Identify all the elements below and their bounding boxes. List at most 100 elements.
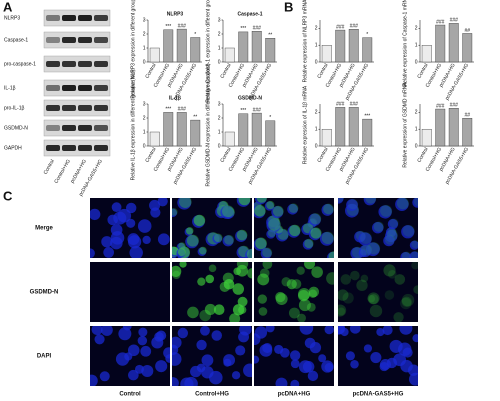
nucleus bbox=[298, 360, 312, 374]
gsdmd-signal bbox=[246, 248, 252, 258]
nucleus bbox=[125, 202, 137, 214]
y-tick-label: 2 bbox=[218, 115, 221, 121]
nucleus bbox=[324, 326, 334, 335]
gsdmd-signal bbox=[384, 290, 395, 300]
gsdmd-signal bbox=[281, 277, 291, 287]
gsdmd-signal bbox=[402, 224, 415, 237]
gsdmd-signal bbox=[185, 227, 194, 235]
nucleus bbox=[94, 334, 105, 345]
nucleus bbox=[177, 327, 189, 339]
gsdmd-signal bbox=[368, 294, 379, 305]
nucleus bbox=[350, 359, 359, 369]
micrograph-bg bbox=[90, 262, 170, 322]
nucleus bbox=[137, 335, 148, 346]
blot-row-label: GAPDH bbox=[4, 145, 22, 151]
gsdmd-signal bbox=[288, 307, 300, 319]
blot-lane-label: Control bbox=[43, 159, 56, 176]
gsdmd-signal bbox=[308, 286, 320, 298]
micrograph bbox=[90, 198, 170, 258]
x-tick-label: Control bbox=[316, 147, 329, 164]
significance: ### bbox=[350, 24, 359, 30]
nucleus bbox=[172, 208, 178, 218]
blot-band bbox=[62, 15, 76, 21]
blot-strip bbox=[43, 9, 111, 27]
gsdmd-signal bbox=[257, 294, 268, 304]
bar bbox=[163, 112, 174, 147]
nucleus bbox=[209, 370, 223, 385]
significance: * bbox=[366, 32, 368, 38]
blot-row-label: pro-caspase-1 bbox=[4, 61, 36, 67]
gsdmd-signal bbox=[373, 221, 384, 232]
gsdmd-signal bbox=[238, 305, 247, 314]
y-tick-label: 2 bbox=[315, 26, 318, 32]
gsdmd-signal bbox=[369, 304, 383, 318]
gsdmd-signal bbox=[288, 203, 299, 214]
gsdmd-signal bbox=[193, 214, 206, 227]
chart-title: Caspase-1 bbox=[237, 11, 262, 17]
nucleus bbox=[90, 208, 101, 221]
y-tick-label: 0 bbox=[415, 59, 418, 65]
nucleus bbox=[127, 344, 140, 357]
gsdmd-signal bbox=[310, 227, 322, 239]
bar bbox=[176, 28, 187, 63]
blot-band bbox=[62, 145, 76, 151]
micrograph-cells bbox=[254, 198, 334, 258]
blot-strip bbox=[43, 99, 111, 117]
bar bbox=[224, 131, 235, 147]
significance: ** bbox=[268, 33, 272, 39]
nucleus bbox=[107, 214, 118, 226]
micrograph bbox=[338, 262, 418, 322]
blot-band bbox=[62, 105, 76, 111]
significance: ### bbox=[178, 23, 187, 29]
nucleus bbox=[290, 350, 301, 361]
x-tick-label: Control bbox=[219, 147, 232, 164]
y-tick-label: 1 bbox=[315, 127, 318, 133]
micrograph bbox=[172, 262, 252, 322]
y-tick-label: 3 bbox=[143, 17, 146, 23]
nucleus bbox=[129, 245, 143, 258]
gsdmd-signal bbox=[297, 313, 306, 322]
y-tick-label: 0 bbox=[218, 59, 221, 65]
blot-row-label: Caspase-1 bbox=[4, 37, 28, 43]
significance: ### bbox=[336, 102, 345, 108]
gsdmd-signal bbox=[401, 293, 415, 307]
nucleus bbox=[235, 230, 247, 243]
bar bbox=[321, 45, 332, 63]
x-tick-label: Control bbox=[144, 147, 157, 164]
y-tick-label: 0 bbox=[315, 59, 318, 65]
nucleus bbox=[165, 354, 170, 363]
nucleus bbox=[212, 233, 223, 244]
bar bbox=[335, 107, 346, 147]
panel-label: A bbox=[3, 0, 13, 14]
bar bbox=[251, 31, 262, 63]
blot-band bbox=[62, 37, 76, 43]
chart-title: GSDMD-N bbox=[238, 95, 262, 101]
gsdmd-signal bbox=[321, 231, 334, 245]
gsdmd-signal bbox=[172, 270, 181, 280]
gsdmd-signal bbox=[411, 240, 418, 249]
micrograph-column-label: Control bbox=[119, 392, 141, 398]
gsdmd-signal bbox=[262, 247, 273, 258]
y-tick-label: 0 bbox=[415, 143, 418, 149]
gsdmd-signal bbox=[304, 262, 316, 270]
significance: * bbox=[269, 115, 271, 121]
nucleus bbox=[126, 218, 136, 228]
gsdmd-signal bbox=[365, 198, 377, 204]
blot-band bbox=[94, 85, 108, 91]
nucleus bbox=[280, 347, 290, 358]
y-tick-label: 3 bbox=[218, 101, 221, 107]
blot-band bbox=[78, 145, 92, 151]
significance: ### bbox=[336, 24, 345, 30]
gsdmd-signal bbox=[187, 306, 199, 319]
bar bbox=[265, 120, 276, 147]
nucleus bbox=[101, 236, 113, 248]
micrograph bbox=[172, 326, 252, 386]
nucleus bbox=[319, 231, 334, 246]
nucleus bbox=[197, 247, 207, 257]
x-tick-label: Control bbox=[316, 63, 329, 80]
nucleus bbox=[155, 360, 168, 373]
gsdmd-signal bbox=[232, 283, 245, 295]
y-tick-label: 1 bbox=[143, 45, 146, 51]
nucleus bbox=[401, 225, 415, 239]
